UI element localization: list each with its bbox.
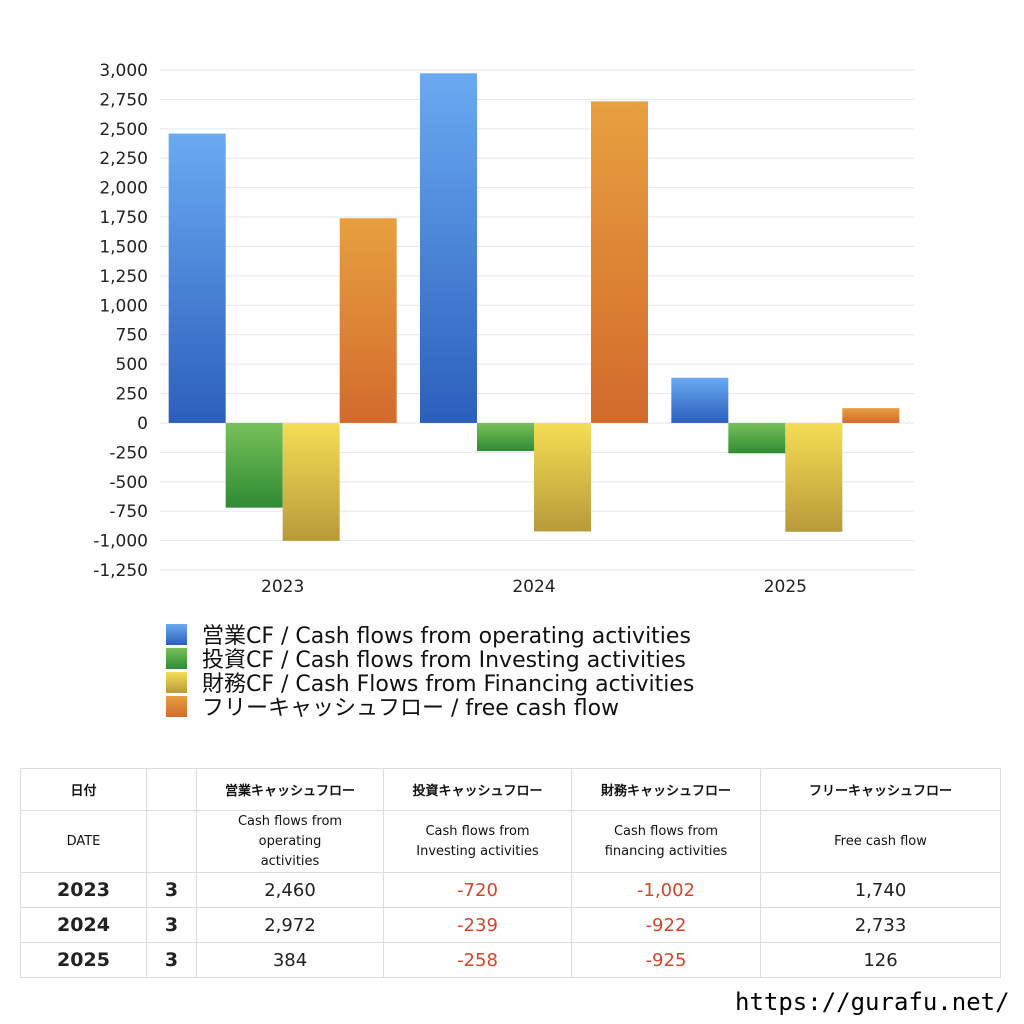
- bar: [225, 422, 283, 508]
- bar: [671, 377, 729, 423]
- y-tick-label: 2,750: [99, 90, 148, 110]
- legend-swatch-operating: [166, 623, 187, 645]
- y-tick-label: 750: [116, 326, 148, 346]
- cashflow-table: 日付 営業キャッシュフロー 投資キャッシュフロー 財務キャッシュフロー フリーキ…: [20, 768, 1001, 978]
- cell-financing: -925: [571, 942, 761, 978]
- legend-swatch-financing: [166, 671, 187, 693]
- legend-label-operating: 営業CF / Cash flows from operating activit…: [202, 624, 691, 649]
- cell-investing: -720: [383, 872, 572, 908]
- table-row: 2025 3 384 -258 -925 126: [20, 942, 1001, 978]
- y-tick-label: 1,250: [99, 267, 148, 287]
- cell-free: 2,733: [760, 907, 1001, 943]
- table-row: 2024 3 2,972 -239 -922 2,733: [20, 907, 1001, 943]
- row-year: 2023: [20, 872, 147, 908]
- legend-item-investing: 投資CF / Cash flows from Investing activit…: [166, 646, 694, 673]
- y-tick-label: 2,500: [99, 120, 148, 140]
- header-investing-en: Cash flows from Investing activities: [383, 810, 572, 873]
- header-free-en: Free cash flow: [760, 810, 1001, 873]
- bar: [785, 422, 843, 532]
- row-year: 2024: [20, 907, 147, 943]
- header-operating-en: Cash flows from operating activities: [196, 810, 384, 873]
- cell-investing: -239: [383, 907, 572, 943]
- header-free-ja: フリーキャッシュフロー: [760, 768, 1001, 811]
- y-tick-label: 250: [116, 385, 148, 405]
- cell-operating: 2,972: [196, 907, 384, 943]
- legend-label-free: フリーキャッシュフロー / free cash flow: [202, 696, 620, 721]
- cell-operating: 2,460: [196, 872, 384, 908]
- table-row: 2023 3 2,460 -720 -1,002 1,740: [20, 872, 1001, 908]
- header-financing-en: Cash flows from financing activities: [571, 810, 761, 873]
- legend-item-financing: 財務CF / Cash Flows from Financing activit…: [166, 670, 694, 697]
- y-tick-label: 500: [116, 355, 148, 375]
- legend-swatch-free: [166, 695, 187, 717]
- row-month: 3: [146, 872, 197, 908]
- header-investing-ja: 投資キャッシュフロー: [383, 768, 572, 811]
- bars: [168, 73, 900, 541]
- cell-financing: -922: [571, 907, 761, 943]
- y-tick-label: 1,500: [99, 237, 148, 257]
- y-tick-label: 1,750: [99, 208, 148, 228]
- y-tick-label: 0: [137, 414, 148, 434]
- y-tick-label: -250: [109, 443, 148, 463]
- bar: [420, 73, 477, 423]
- row-year: 2025: [20, 942, 147, 978]
- x-tick-label: 2025: [764, 577, 807, 597]
- row-month: 3: [146, 907, 197, 943]
- bar: [477, 422, 534, 452]
- cell-free: 1,740: [760, 872, 1001, 908]
- y-tick-label: 3,000: [99, 61, 148, 81]
- y-tick-label: -500: [109, 473, 148, 493]
- bar: [168, 133, 226, 423]
- table-header-en: DATE Cash flows from operating activitie…: [20, 810, 1001, 873]
- legend-label-investing: 投資CF / Cash flows from Investing activit…: [202, 648, 686, 673]
- row-month: 3: [146, 942, 197, 978]
- header-operating-ja: 営業キャッシュフロー: [196, 768, 384, 811]
- y-tick-label: -1,000: [93, 532, 148, 552]
- header-financing-ja: 財務キャッシュフロー: [571, 768, 761, 811]
- bar: [591, 101, 648, 423]
- cell-investing: -258: [383, 942, 572, 978]
- y-tick-label: -1,250: [93, 561, 148, 581]
- legend: 営業CF / Cash flows from operating activit…: [166, 622, 694, 721]
- header-spacer: [146, 768, 197, 811]
- y-tick-label: 2,000: [99, 179, 148, 199]
- cell-free: 126: [760, 942, 1001, 978]
- cell-operating: 384: [196, 942, 384, 978]
- bar: [339, 218, 397, 423]
- bar: [728, 422, 786, 454]
- legend-item-free: フリーキャッシュフロー / free cash flow: [166, 694, 694, 721]
- bar: [534, 422, 591, 532]
- table-header-ja: 日付 営業キャッシュフロー 投資キャッシュフロー 財務キャッシュフロー フリーキ…: [20, 768, 1001, 811]
- y-tick-label: 1,000: [99, 296, 148, 316]
- bar-chart: 3,000 2,750 2,500 2,250 2,000 1,750 1,500 1,250…: [93, 61, 914, 597]
- y-tick-label: 2,250: [99, 149, 148, 169]
- axis-labels: 3,000 2,750 2,500 2,250 2,000 1,750 1,500 1,250…: [93, 61, 807, 597]
- header-date-ja: 日付: [20, 768, 147, 811]
- legend-label-financing: 財務CF / Cash Flows from Financing activit…: [202, 672, 695, 697]
- legend-swatch-investing: [166, 647, 187, 669]
- header-date-en: DATE: [20, 810, 147, 873]
- bar: [842, 408, 900, 423]
- site-url[interactable]: https://gurafu.net/: [735, 988, 1010, 1016]
- x-tick-label: 2024: [512, 577, 555, 597]
- header-spacer: [146, 810, 197, 873]
- legend-item-operating: 営業CF / Cash flows from operating activit…: [166, 622, 694, 649]
- cell-financing: -1,002: [571, 872, 761, 908]
- y-tick-label: -750: [109, 502, 148, 522]
- x-tick-label: 2023: [261, 577, 304, 597]
- bar: [282, 422, 340, 541]
